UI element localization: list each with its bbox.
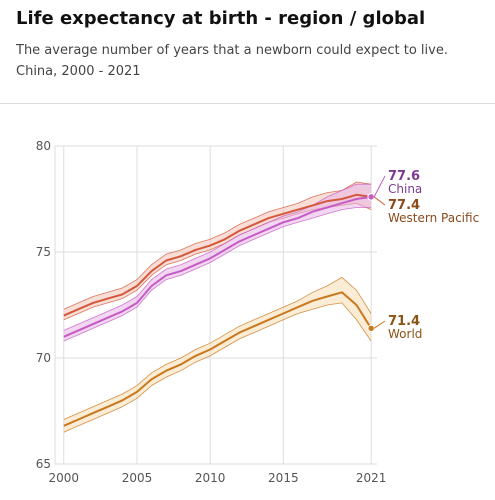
confidence-bands (63, 181, 372, 433)
label-leader-world (373, 320, 386, 329)
series-name-label-china: China (388, 182, 422, 196)
end-point-world (367, 324, 375, 333)
band-upper-edge-world (63, 276, 372, 420)
chart-svg: 65 70 75 80 2000 2005 2010 2015 2021 77.4Western… (36, 139, 479, 485)
label-leader-western-pacific (373, 196, 386, 206)
y-tick-label: 70 (36, 351, 51, 365)
x-tick-label: 2000 (49, 471, 80, 485)
x-tick-label: 2021 (356, 471, 387, 485)
y-tick-label: 75 (36, 245, 51, 259)
chart-area: 65 70 75 80 2000 2005 2010 2015 2021 77.4 Western… (0, 104, 495, 500)
x-tick-label: 2015 (268, 471, 299, 485)
band-lower-edge-china (63, 207, 372, 342)
series-line-china (63, 195, 372, 338)
header-divider (0, 103, 495, 104)
axis-tick-labels: 65 70 75 80 2000 2005 2010 2015 2021 (36, 139, 387, 485)
value-label-china: 77.6 (388, 169, 420, 184)
series-lines (63, 193, 375, 427)
y-tick-label: 80 (36, 139, 51, 153)
y-tick-label: 65 (36, 457, 51, 471)
series-name-label-world: World (388, 327, 422, 341)
value-label-western-pacific: 77.4 (388, 198, 420, 213)
band-western-pacific (63, 182, 372, 320)
value-label-world: 71.4 (388, 314, 420, 329)
band-world (63, 277, 372, 433)
series-line-western-pacific (63, 193, 372, 317)
band-china (63, 184, 372, 341)
chart-title: Life expectancy at birth - region / glob… (16, 8, 426, 29)
band-upper-edge-china (63, 183, 372, 331)
band-upper-edge-western-pacific (63, 181, 372, 310)
band-lower-edge-world (63, 302, 372, 433)
end-point-china (367, 193, 375, 201)
label-leader-china (373, 175, 386, 198)
chart-subtitle: The average number of years that a newbo… (16, 43, 448, 79)
x-tick-label: 2010 (195, 471, 226, 485)
x-tick-label: 2005 (122, 471, 153, 485)
series-line-world (63, 291, 372, 427)
series-name-label-western-pacific: Western Pacific (388, 211, 479, 225)
